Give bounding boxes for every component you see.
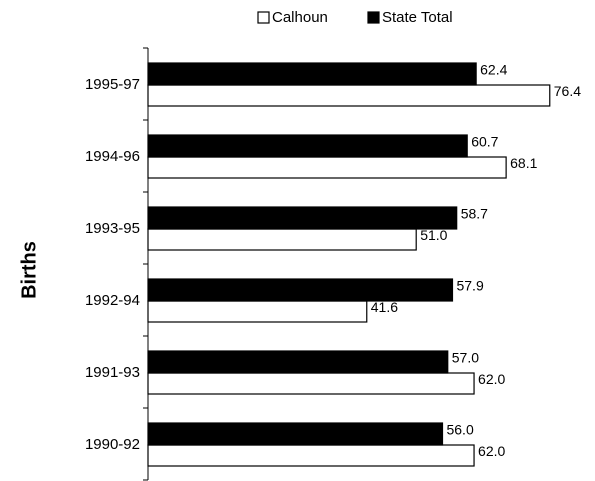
value-label: 68.1 [510,155,537,171]
bar [147,206,458,230]
y-axis-label: Births [18,241,40,299]
value-label: 57.9 [456,278,483,294]
category-label: 1994-96 [85,148,140,165]
category-label: 1991-93 [85,364,140,381]
category-label: 1995-97 [85,76,140,93]
value-label: 56.0 [446,422,473,438]
category-label: 1993-95 [85,220,140,237]
legend-swatch [367,11,380,24]
bar [147,134,468,158]
value-label: 62.0 [478,371,505,387]
value-label: 41.6 [371,299,398,315]
category-label: 1990-92 [85,436,140,453]
legend-label: State Total [382,9,453,26]
bar [147,300,368,323]
value-label: 58.7 [461,206,488,222]
bar [147,444,475,467]
legend-label: Calhoun [272,9,328,26]
value-label: 57.0 [452,350,479,366]
value-label: 62.4 [480,62,507,78]
bar [147,372,475,395]
legend-swatch [257,11,270,24]
bar [147,228,417,251]
bar [147,156,507,179]
bar [147,62,477,86]
value-label: 51.0 [420,227,447,243]
category-label: 1992-94 [85,292,140,309]
value-label: 62.0 [478,443,505,459]
value-label: 76.4 [554,83,581,99]
bar [147,84,551,107]
bar [147,422,444,446]
bar [147,278,454,302]
value-label: 60.7 [471,134,498,150]
bar [147,350,449,374]
